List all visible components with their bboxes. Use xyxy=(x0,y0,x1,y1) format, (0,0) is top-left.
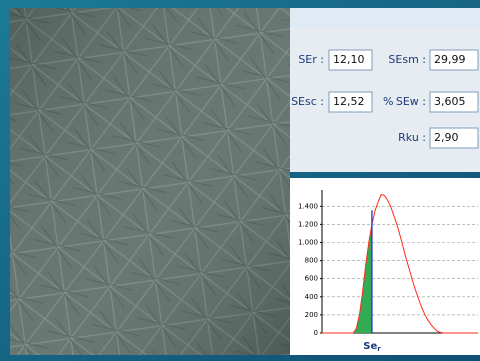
y-tick-label: 1.200 xyxy=(298,220,318,228)
chart-area xyxy=(290,178,480,355)
y-tick-label: 800 xyxy=(305,257,318,265)
field-label: SEr : xyxy=(298,53,324,66)
field-value: 3,605 xyxy=(434,95,466,108)
field-label: SEsc : xyxy=(291,95,324,108)
field-box[interactable] xyxy=(429,91,479,113)
x-label-main: Se xyxy=(363,341,377,352)
field-value: 12,10 xyxy=(333,53,365,66)
y-tick-label: 1.000 xyxy=(298,238,318,246)
y-tick-label: 200 xyxy=(305,311,318,319)
histogram-line xyxy=(322,193,478,334)
image-shade xyxy=(10,8,290,355)
y-tick-label: 1.400 xyxy=(298,202,318,210)
field-value: 29,99 xyxy=(434,53,466,66)
field-box[interactable] xyxy=(328,91,373,113)
field-label: SEsm : xyxy=(388,53,426,66)
field-value: 12,52 xyxy=(333,95,365,108)
field-value: 2,90 xyxy=(434,131,459,144)
histogram: 0 200 400 600 800 1.000 1.200 1.400 xyxy=(298,190,478,337)
field-box[interactable] xyxy=(429,49,479,71)
field-label: SEw : xyxy=(396,95,426,108)
field-label: Rku : xyxy=(398,131,426,144)
y-tick-label: 0 xyxy=(314,329,318,337)
field-box[interactable] xyxy=(429,127,479,149)
area-fill xyxy=(322,224,372,333)
x-axis-label: Ser xyxy=(363,341,381,353)
unit-label: % xyxy=(383,95,393,108)
y-tick-label: 600 xyxy=(305,275,318,283)
y-tick-label: 400 xyxy=(305,293,318,301)
x-label-sub: r xyxy=(377,345,381,353)
panel-header xyxy=(290,8,480,28)
field-box[interactable] xyxy=(328,49,373,71)
